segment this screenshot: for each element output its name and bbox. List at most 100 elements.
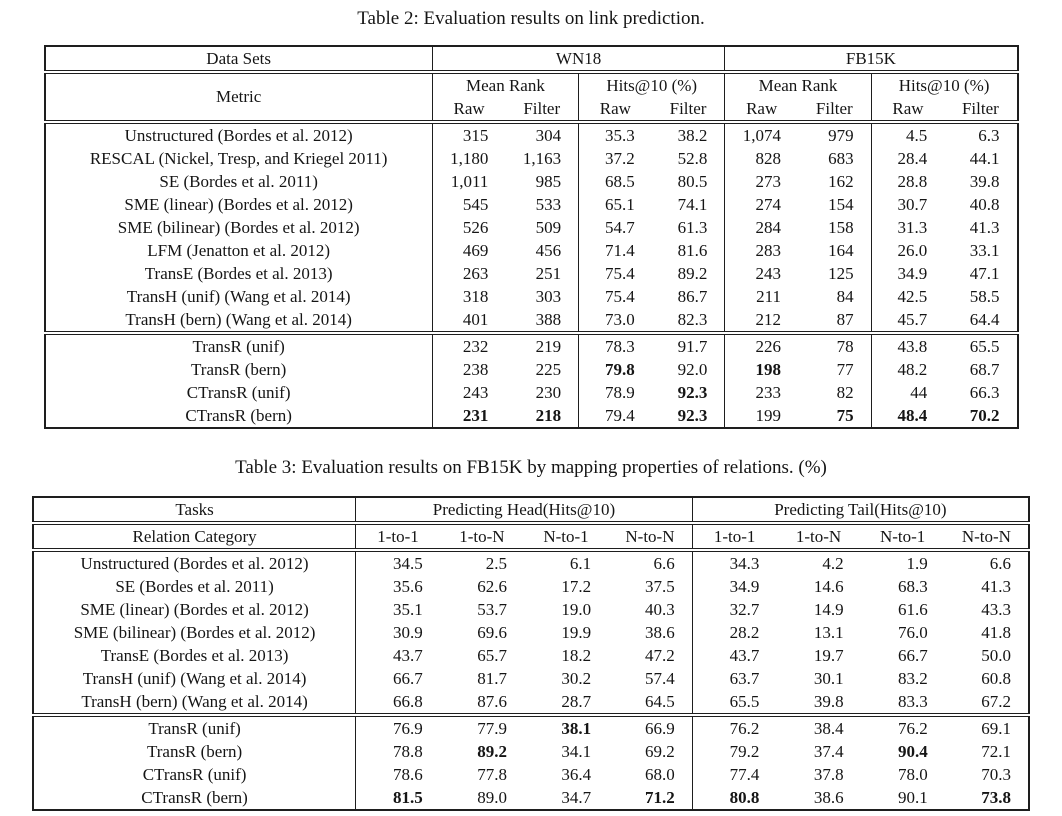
mean-rank-header-cell: Mean Rank [466,75,545,95]
value-cell: 231 [462,405,489,425]
method-label: LFM (Jenatton et al. 2012) [44,239,433,262]
value-cell: 86.7 [677,286,708,306]
value-cell: 985 [535,171,562,191]
table2-header-row-metric: Metric Mean Rank Hits@10 (%) Mean Rank H… [44,72,1018,124]
category-header-cell: N-to-N [944,523,1029,552]
predicting-head-header-cell: Predicting Head(Hits@10) [355,497,693,525]
value-cell: 75.4 [578,262,652,285]
value-cell: 41.3 [981,576,1011,596]
value-cell: 979 [828,125,854,145]
value-cell: 38.1 [523,713,609,740]
value-cell: 52.8 [677,148,708,168]
value-cell: 89.0 [477,787,507,807]
table-row: TransR (bern) 78.8 89.2 34.1 69.2 79.2 37.4 90.… [33,740,1029,763]
value-cell: 17.2 [561,576,592,596]
value-cell: 60.8 [981,668,1011,688]
table-row: TransR (unif) 76.9 77.9 38.1 66.9 76.2 38.4 76.… [33,713,1029,740]
value-cell: 37.2 [578,147,652,170]
raw-header-cell: Raw [578,97,652,124]
table3-header-row-tasks: Tasks Predicting Head(Hits@10) Predictin… [33,497,1029,525]
value-cell: 28.7 [561,691,592,711]
hits10-header-cell: Hits@10 (%) [578,72,725,97]
table-row: Unstructured (Bordes et al. 2012) 34.5 2.5… [33,550,1029,575]
category-header-cell: N-to-1 [523,523,609,552]
value-cell: 1.9 [906,553,928,573]
method-label: TransE (Bordes et al. 2013) [33,644,357,667]
wn18-header-cell: WN18 [432,46,725,74]
value-cell: 78.3 [578,331,652,358]
category-header-cell: 1-to-N [439,523,524,552]
relation-mapping-table: Tasks Predicting Head(Hits@10) Predictin… [32,496,1030,811]
value-cell: 38.2 [677,125,708,145]
method-label: SME (linear) (Bordes et al. 2012) [44,193,433,216]
value-cell: 38.6 [813,787,844,807]
value-cell: 225 [535,359,562,379]
value-cell: 73.8 [981,787,1011,807]
category-header-cell: N-to-N [608,523,693,552]
value-cell: 41.8 [981,622,1011,642]
value-cell: 77 [836,359,854,379]
value-cell: 26.0 [870,239,945,262]
value-cell: 81.7 [477,668,507,688]
table3-header-row-categories: Relation Category 1-to-1 1-to-N N-to-1 N… [33,523,1029,552]
value-cell: 39.8 [813,691,844,711]
value-cell: 50.0 [981,645,1011,665]
value-cell: 78.6 [393,764,423,784]
table-row: CTransR (bern) 81.5 89.0 34.7 71.2 80.8 38.6 90… [33,786,1029,810]
value-cell: 6.1 [569,553,592,573]
value-cell: 18.2 [561,645,592,665]
method-label: TransE (Bordes et al. 2013) [44,262,433,285]
value-cell: 284 [724,216,798,239]
method-label: TransH (unif) (Wang et al. 2014) [44,285,433,308]
value-cell: 4.5 [870,122,945,147]
value-cell: 35.3 [578,122,652,147]
table2-body: Unstructured (Bordes et al. 2012) 315 304 3… [44,122,1018,428]
value-cell: 78.9 [578,381,652,404]
method-label: SE (Bordes et al. 2011) [33,575,357,598]
value-cell: 31.3 [870,216,945,239]
value-cell: 78.0 [897,764,928,784]
value-cell: 80.5 [677,171,708,191]
value-cell: 82 [836,382,854,402]
value-cell: 34.9 [870,262,945,285]
value-cell: 73.0 [578,308,652,333]
value-cell: 87.6 [477,691,507,711]
value-cell: 68.3 [897,576,928,596]
value-cell: 65.5 [691,690,777,715]
value-cell: 251 [535,263,562,283]
value-cell: 263 [462,263,489,283]
value-cell: 61.3 [677,217,708,237]
method-label: TransR (bern) [44,358,433,381]
value-cell: 92.0 [677,359,708,379]
value-cell: 87 [836,309,854,329]
value-cell: 30.7 [870,193,945,216]
table-row: LFM (Jenatton et al. 2012) 469 456 71.4 81.6… [44,239,1018,262]
category-header-cell: 1-to-1 [355,523,440,552]
value-cell: 64.4 [969,309,1000,329]
table2-caption: Table 2: Evaluation results on link pred… [357,8,705,29]
mean-rank-header-cell: Mean Rank [724,72,872,97]
method-label: TransR (unif) [33,713,357,740]
value-cell: 69.6 [477,622,507,642]
value-cell: 76.2 [691,713,777,740]
fb15k-header-cell: FB15K [724,46,1018,74]
value-cell: 89.2 [677,263,708,283]
value-cell: 283 [724,239,798,262]
value-cell: 42.5 [870,285,945,308]
value-cell: 509 [535,217,562,237]
value-cell: 683 [828,148,854,168]
value-cell: 162 [828,171,854,191]
value-cell: 33.1 [969,240,1000,260]
value-cell: 13.1 [813,622,844,642]
value-cell: 76.9 [355,713,440,740]
value-cell: 65.7 [477,645,507,665]
table3-body: Unstructured (Bordes et al. 2012) 34.5 2.5… [33,550,1029,810]
value-cell: 82.3 [677,309,708,329]
value-cell: 303 [535,286,562,306]
value-cell: 92.3 [677,405,708,425]
table2-header-row-datasets: Data Sets WN18 FB15K [44,46,1018,74]
value-cell: 6.6 [653,553,675,573]
table-row: SME (bilinear) (Bordes et al. 2012) 526 50… [44,216,1018,239]
method-label: CTransR (bern) [44,404,433,428]
relation-category-header-cell: Relation Category [33,523,357,552]
